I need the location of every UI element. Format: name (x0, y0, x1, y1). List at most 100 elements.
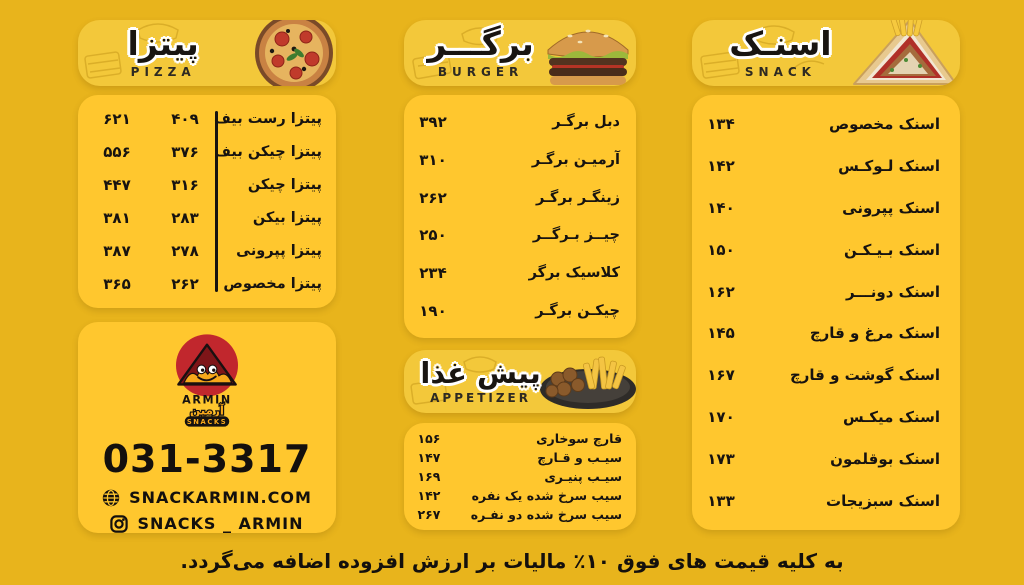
instagram-icon (110, 514, 129, 533)
menu-row: ۳۱۰ آرمیـن برگـر (404, 151, 636, 169)
price-small: ۴۰۹ (171, 110, 199, 129)
menu-row: ۲۶۲ زینگـر برگـر (404, 189, 636, 207)
appetizer-subtitle: APPETIZER (430, 391, 531, 406)
pizza-subtitle: PIZZA (130, 64, 196, 79)
menu-row: ۵۵۶ ۳۷۶ پیتزا چیکن بیف (78, 143, 336, 161)
price: ۲۶۲ (419, 188, 447, 207)
logo-sub-badge: SNACKS (187, 418, 227, 426)
snack-section-header: اسنـک SNACK (692, 20, 960, 86)
tax-disclaimer: به کلیه قیمت های فوق ۱۰٪ مالیات بر ارزش … (180, 549, 844, 573)
price: ۱۳۴ (707, 114, 735, 133)
menu-row: ۳۸۱ ۲۸۳ پیتزا بیکن (78, 209, 336, 227)
price: ۱۵۰ (707, 240, 735, 259)
price-small: ۳۱۶ (171, 176, 199, 195)
appetizer-title: پیش غذا (420, 355, 541, 390)
appetizer-item-list: ۱۵۶ قارچ سوخاری ۱۴۷ سیـب و قـارچ ۱۶۹ سیـ… (404, 423, 636, 530)
price: ۱۴۲ (417, 488, 441, 503)
globe-icon (102, 489, 120, 506)
website-line: SNACKARMIN.COM (102, 488, 312, 507)
item-name: چیکـن برگـر (535, 303, 620, 320)
item-name: چیــز بـرگــر (532, 227, 620, 244)
menu-row: ۲۳۴ کلاسیک برگر (404, 264, 636, 282)
price-small: ۲۷۸ (171, 241, 199, 260)
appetizer-image (539, 350, 636, 413)
item-name: پیتزا چیکن (247, 177, 322, 194)
price-divider-line (215, 111, 218, 292)
menu-row: ۱۴۲ اسنک لـوکـس (692, 157, 960, 175)
item-name: پیتزا بیکن (252, 209, 322, 226)
price: ۲۳۴ (419, 264, 447, 283)
price: ۱۹۰ (419, 302, 447, 321)
item-name: سیـب پنیـری (544, 469, 622, 484)
item-name: قارچ سوخاری (536, 431, 622, 446)
price-large: ۵۵۶ (103, 143, 131, 162)
appetizer-menu-card: ۱۵۶ قارچ سوخاری ۱۴۷ سیـب و قـارچ ۱۶۹ سیـ… (404, 423, 636, 530)
menu-row: ۱۴۲ سیب سرخ شده یک نفره (404, 488, 636, 503)
pizza-menu-card: ۶۲۱ ۴۰۹ پیتزا رست بیف ۵۵۶ ۳۷۶ پیتزا چیکن… (78, 95, 336, 308)
menu-row: ۲۵۰ چیــز بـرگــر (404, 226, 636, 244)
item-name: زینگـر برگـر (535, 189, 620, 206)
price: ۱۵۶ (417, 431, 441, 446)
price: ۲۵۰ (419, 226, 447, 245)
item-name: آرمیـن برگـر (531, 151, 620, 168)
menu-row: ۱۵۰ اسنک بـیـکـن (692, 241, 960, 259)
menu-row: ۱۵۶ قارچ سوخاری (404, 431, 636, 446)
instagram-text: SNACKS _ ARMIN (137, 514, 304, 533)
price: ۱۷۰ (707, 408, 735, 427)
item-name: پیتزا مخصوص (223, 275, 322, 292)
item-name: اسنک لـوکـس (838, 156, 940, 175)
burger-image (539, 20, 636, 86)
pizza-section-header: پیتزا PIZZA (78, 20, 336, 86)
price: ۳۱۰ (419, 150, 447, 169)
price-small: ۳۷۶ (171, 143, 199, 162)
snack-item-list: ۱۳۴ اسنک مخصوص ۱۴۲ اسنک لـوکـس ۱۴۰ اسنک … (692, 95, 960, 530)
price: ۱۴۰ (707, 198, 735, 217)
item-name: سیـب و قـارچ (537, 450, 622, 465)
sketch-doodles (404, 350, 636, 413)
price: ۱۳۳ (707, 491, 735, 510)
item-name: سیب سرخ شده دو نفـره (470, 507, 622, 522)
menu-row: ۱۴۰ اسنک پپرونی (692, 199, 960, 217)
menu-row: ۱۴۵ اسنک مرغ و قارچ (692, 324, 960, 342)
brand-card: ARMIN آرمین SNACKS 031-3317 SNACKARMIN.C… (78, 322, 336, 533)
snack-subtitle: SNACK (744, 64, 816, 79)
burger-subtitle: BURGER (437, 64, 524, 79)
item-name: اسنک سبزیجات (826, 491, 940, 510)
item-name: سیب سرخ شده یک نفره (471, 488, 622, 503)
pizza-item-list: ۶۲۱ ۴۰۹ پیتزا رست بیف ۵۵۶ ۳۷۶ پیتزا چیکن… (78, 95, 336, 308)
menu-row: ۱۷۰ اسنک میکـس (692, 408, 960, 426)
item-name: دبل برگـر (552, 113, 620, 130)
price: ۱۷۳ (707, 450, 735, 469)
item-name: اسنک گوشت و قارچ (789, 366, 940, 385)
menu-row: ۲۶۷ سیب سرخ شده دو نفـره (404, 507, 636, 522)
menu-row: ۳۸۷ ۲۷۸ پیتزا پپرونی (78, 242, 336, 260)
burger-section-header: برگـــر BURGER (404, 20, 636, 86)
logo-wordmark-farsi: آرمین (190, 403, 225, 419)
website-text: SNACKARMIN.COM (129, 488, 312, 507)
menu-row: ۱۶۹ سیـب پنیـری (404, 469, 636, 484)
snack-image (847, 20, 960, 86)
price-large: ۴۴۷ (103, 176, 131, 195)
price: ۱۶۹ (417, 469, 441, 484)
menu-row: ۱۴۷ سیـب و قـارچ (404, 450, 636, 465)
price: ۱۶۷ (707, 366, 735, 385)
item-name: پیتزا پپرونی (236, 242, 322, 259)
price: ۱۴۵ (707, 324, 735, 343)
phone-number: 031-3317 (102, 437, 312, 481)
price-small: ۲۸۳ (171, 208, 199, 227)
price-large: ۳۸۷ (103, 241, 131, 260)
burger-item-list: ۳۹۲ دبل برگـر ۳۱۰ آرمیـن برگـر ۲۶۲ زینگـ… (404, 95, 636, 338)
price: ۱۶۲ (707, 282, 735, 301)
price: ۲۶۷ (417, 507, 441, 522)
item-name: پیتزا رست بیف (214, 111, 322, 128)
snack-menu-card: ۱۳۴ اسنک مخصوص ۱۴۲ اسنک لـوکـس ۱۴۰ اسنک … (692, 95, 960, 530)
item-name: اسنک میکـس (842, 408, 940, 427)
item-name: اسنک دونـــر (846, 282, 940, 301)
price-large: ۳۸۱ (103, 208, 131, 227)
menu-row: ۴۴۷ ۳۱۶ پیتزا چیکن (78, 176, 336, 194)
item-name: اسنک پپرونی (842, 198, 940, 217)
instagram-line: SNACKS _ ARMIN (110, 514, 303, 533)
price-small: ۲۶۲ (171, 274, 199, 293)
pizza-title: پیتزا (127, 24, 199, 64)
price-large: ۶۲۱ (103, 110, 131, 129)
